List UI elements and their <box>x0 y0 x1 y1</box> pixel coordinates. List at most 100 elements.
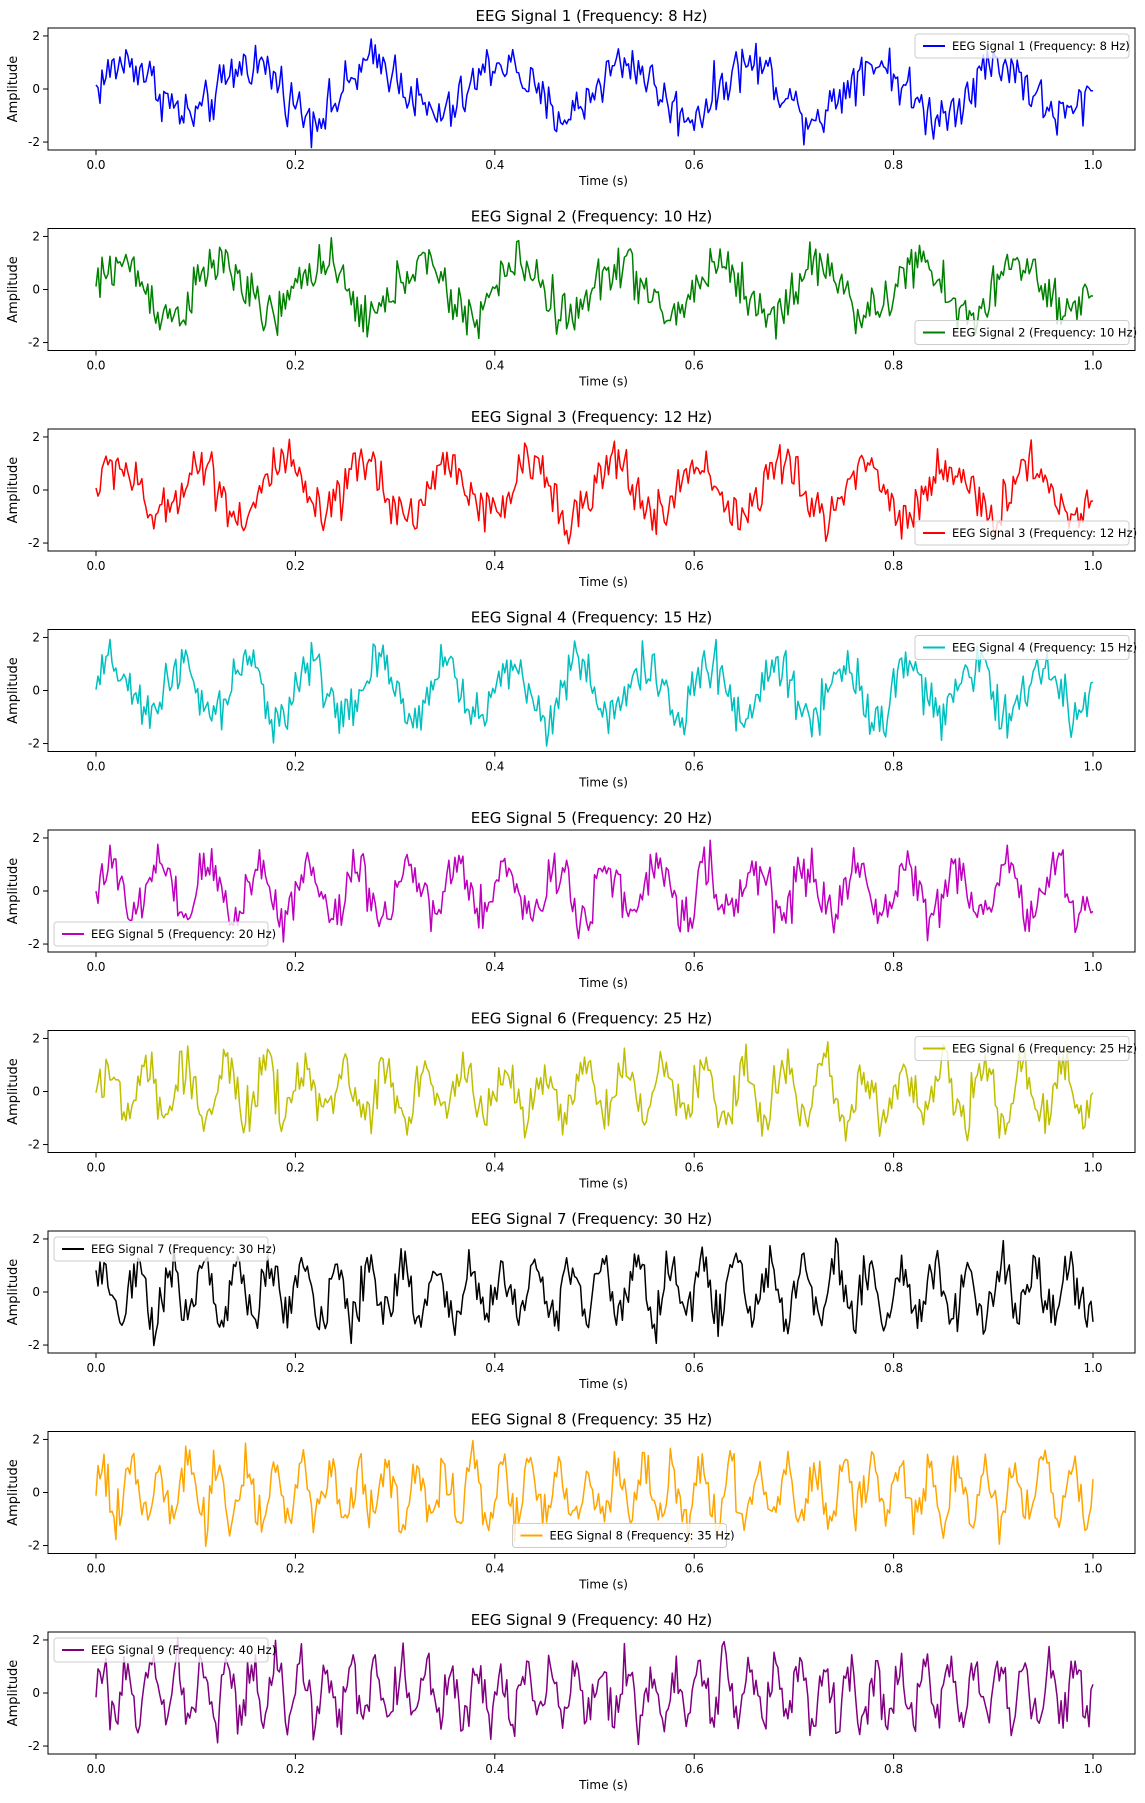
x-axis-label: Time (s) <box>578 776 628 790</box>
subplot-title: EEG Signal 4 (Frequency: 15 Hz) <box>471 609 712 627</box>
y-tick-label: 0 <box>32 1486 40 1500</box>
x-tick-label: 0.0 <box>86 1361 105 1375</box>
subplot-4: EEG Signal 4 (Frequency: 15 Hz) Amplitude… <box>6 609 1137 790</box>
y-axis-label: Amplitude <box>6 1259 21 1326</box>
signal-line <box>95 38 1094 149</box>
x-tick-label: 0.4 <box>485 158 504 172</box>
x-tick-label: 0.8 <box>884 960 903 974</box>
subplot-1: EEG Signal 1 (Frequency: 8 Hz) Amplitude T… <box>6 7 1136 188</box>
subplot-8: EEG Signal 8 (Frequency: 35 Hz) Amplitude… <box>6 1411 1136 1592</box>
legend-label: EEG Signal 7 (Frequency: 30 Hz) <box>91 1242 276 1256</box>
x-axis-label: Time (s) <box>578 174 628 188</box>
legend-box <box>512 1523 727 1548</box>
legend: EEG Signal 4 (Frequency: 15 Hz) <box>914 635 1137 660</box>
x-tick-label: 0.0 <box>86 559 105 573</box>
x-tick-label: 1.0 <box>1083 1562 1102 1576</box>
x-tick-label: 0.4 <box>485 1361 504 1375</box>
x-tick-label: 0.2 <box>286 760 305 774</box>
y-tick-label: 2 <box>32 430 40 444</box>
y-tick-label: -2 <box>28 336 40 350</box>
x-tick-label: 0.6 <box>685 1361 704 1375</box>
x-tick-label: 0.6 <box>685 1161 704 1175</box>
x-tick-label: 0.8 <box>884 1762 903 1776</box>
y-tick-label: 2 <box>32 831 40 845</box>
subplot-title: EEG Signal 5 (Frequency: 20 Hz) <box>471 809 712 827</box>
signal-line <box>95 1237 1094 1347</box>
x-tick-label: 0.4 <box>485 1762 504 1776</box>
x-tick-label: 0.8 <box>884 1562 903 1576</box>
subplot-5: EEG Signal 5 (Frequency: 20 Hz) Amplitude… <box>6 809 1136 990</box>
axes-frame <box>47 1230 1136 1354</box>
subplot-6: EEG Signal 6 (Frequency: 25 Hz) Amplitude… <box>6 1010 1137 1191</box>
legend-box <box>914 635 1130 660</box>
axes-frame <box>47 27 1136 151</box>
legend-box <box>53 921 269 947</box>
y-tick-label: -2 <box>28 937 40 951</box>
x-tick-label: 0.0 <box>86 1562 105 1576</box>
x-tick-label: 1.0 <box>1083 1762 1102 1776</box>
x-tick-label: 0.8 <box>884 359 903 373</box>
x-tick-label: 0.2 <box>286 1161 305 1175</box>
x-axis-label: Time (s) <box>578 375 628 389</box>
y-axis-label: Amplitude <box>6 256 21 323</box>
subplot-title: EEG Signal 3 (Frequency: 12 Hz) <box>471 408 712 426</box>
y-axis-label: Amplitude <box>6 1058 21 1125</box>
x-tick-label: 0.6 <box>685 760 704 774</box>
subplot-7: EEG Signal 7 (Frequency: 30 Hz) Amplitude… <box>6 1210 1136 1391</box>
x-tick-label: 0.0 <box>86 1762 105 1776</box>
signal-line <box>95 1041 1094 1142</box>
legend-label: EEG Signal 4 (Frequency: 15 Hz) <box>952 641 1137 655</box>
x-tick-label: 0.8 <box>884 559 903 573</box>
subplot-2: EEG Signal 2 (Frequency: 10 Hz) Amplitude… <box>6 208 1137 389</box>
x-tick-label: 0.2 <box>286 960 305 974</box>
legend-box <box>914 520 1130 546</box>
legend: EEG Signal 2 (Frequency: 10 Hz) <box>914 320 1137 345</box>
signal-line <box>95 1637 1094 1746</box>
x-tick-label: 0.4 <box>485 559 504 573</box>
x-tick-label: 0.0 <box>86 359 105 373</box>
y-tick-label: 2 <box>32 1432 40 1446</box>
x-axis-label: Time (s) <box>578 575 628 589</box>
x-tick-label: 0.8 <box>884 760 903 774</box>
y-tick-label: 2 <box>32 1232 40 1246</box>
legend-label: EEG Signal 5 (Frequency: 20 Hz) <box>91 927 276 941</box>
x-tick-label: 1.0 <box>1083 760 1102 774</box>
legend-box <box>914 320 1130 345</box>
x-tick-label: 0.6 <box>685 359 704 373</box>
x-axis-label: Time (s) <box>578 1177 628 1191</box>
x-tick-label: 0.8 <box>884 158 903 172</box>
x-tick-label: 0.6 <box>685 1762 704 1776</box>
signal-line <box>95 638 1094 747</box>
subplot-9: EEG Signal 9 (Frequency: 40 Hz) Amplitude… <box>6 1611 1136 1792</box>
x-tick-label: 0.2 <box>286 559 305 573</box>
y-tick-label: 2 <box>32 1633 40 1647</box>
legend: EEG Signal 5 (Frequency: 20 Hz) <box>53 921 276 947</box>
x-tick-label: 0.8 <box>884 1361 903 1375</box>
subplot-title: EEG Signal 1 (Frequency: 8 Hz) <box>476 7 708 25</box>
legend: EEG Signal 1 (Frequency: 8 Hz) <box>914 33 1130 59</box>
subplot-title: EEG Signal 9 (Frequency: 40 Hz) <box>471 1611 712 1629</box>
x-tick-label: 0.0 <box>86 960 105 974</box>
y-tick-label: -2 <box>28 536 40 550</box>
y-axis-label: Amplitude <box>6 657 21 724</box>
legend-label: EEG Signal 1 (Frequency: 8 Hz) <box>952 39 1130 53</box>
x-axis-label: Time (s) <box>578 1377 628 1391</box>
y-tick-label: 0 <box>32 283 40 297</box>
legend: EEG Signal 3 (Frequency: 12 Hz) <box>914 520 1137 546</box>
legend: EEG Signal 7 (Frequency: 30 Hz) <box>53 1236 276 1262</box>
x-tick-label: 0.6 <box>685 158 704 172</box>
axes-frame <box>47 428 1136 552</box>
y-axis-label: Amplitude <box>6 1459 21 1526</box>
x-tick-label: 0.0 <box>86 1161 105 1175</box>
y-axis-label: Amplitude <box>6 858 21 925</box>
subplot-title: EEG Signal 7 (Frequency: 30 Hz) <box>471 1210 712 1228</box>
legend-label: EEG Signal 9 (Frequency: 40 Hz) <box>91 1643 276 1657</box>
x-tick-label: 1.0 <box>1083 359 1102 373</box>
x-tick-label: 0.2 <box>286 1762 305 1776</box>
y-tick-label: 2 <box>32 29 40 43</box>
x-tick-label: 0.4 <box>485 760 504 774</box>
x-tick-label: 0.6 <box>685 559 704 573</box>
x-tick-label: 0.2 <box>286 1361 305 1375</box>
x-tick-label: 0.6 <box>685 1562 704 1576</box>
